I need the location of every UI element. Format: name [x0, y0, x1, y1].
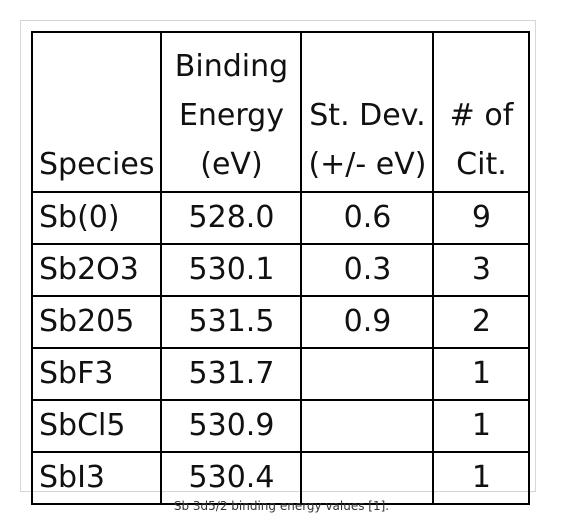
cell-dev [300, 451, 435, 505]
header-binding-energy: Binding Energy (eV) [160, 31, 303, 193]
header-dev-line-2: (+/- eV) [308, 147, 427, 182]
cell-energy: 528.0 [160, 191, 303, 245]
cell-species: SbCl5 [30, 399, 163, 453]
cell-species: Sb2O3 [30, 243, 163, 297]
cell-cit: 1 [432, 399, 531, 453]
table-header-row: Species Binding Energy (eV) St. Dev. (+/… [30, 31, 531, 193]
header-energy-line-1: Binding [174, 49, 289, 84]
header-species: Species [30, 31, 163, 193]
binding-energy-table: Species Binding Energy (eV) St. Dev. (+/… [30, 31, 531, 505]
cell-cit: 3 [432, 243, 531, 297]
cell-dev [300, 399, 435, 453]
cell-energy: 531.5 [160, 295, 303, 349]
cell-cit: 9 [432, 191, 531, 245]
cell-cit: 1 [432, 347, 531, 401]
header-energy-line-2: Energy [178, 98, 284, 133]
cell-species: Sb(0) [30, 191, 163, 245]
cell-species: SbF3 [30, 347, 163, 401]
cell-dev [300, 347, 435, 401]
table-row: SbCl5 530.9 1 [30, 399, 531, 453]
figure-caption: Sb 3d5/2 binding energy values [1]. [173, 499, 390, 513]
table-row: SbF3 531.7 1 [30, 347, 531, 401]
header-cit-line-1: # of [449, 98, 514, 133]
header-cit-line-2: Cit. [456, 147, 507, 182]
cell-dev: 0.6 [300, 191, 435, 245]
header-species-line: Species [39, 147, 155, 182]
table-row: Sb2O3 530.1 0.3 3 [30, 243, 531, 297]
table-row: SbI3 530.4 1 [30, 451, 531, 505]
table-row: Sb(0) 528.0 0.6 9 [30, 191, 531, 245]
cell-energy: 530.9 [160, 399, 303, 453]
cell-cit: 1 [432, 451, 531, 505]
table-row: Sb205 531.5 0.9 2 [30, 295, 531, 349]
cell-cit: 2 [432, 295, 531, 349]
cell-species: SbI3 [30, 451, 163, 505]
cell-dev: 0.3 [300, 243, 435, 297]
cell-dev: 0.9 [300, 295, 435, 349]
cell-energy: 530.4 [160, 451, 303, 505]
header-citations: # of Cit. [432, 31, 531, 193]
header-energy-line-3: (eV) [200, 147, 263, 182]
header-dev-line-1: St. Dev. [309, 98, 426, 133]
cell-species: Sb205 [30, 295, 163, 349]
figure-frame: Species Binding Energy (eV) St. Dev. (+/… [20, 20, 536, 505]
header-st-dev: St. Dev. (+/- eV) [300, 31, 435, 193]
cell-energy: 530.1 [160, 243, 303, 297]
cell-energy: 531.7 [160, 347, 303, 401]
